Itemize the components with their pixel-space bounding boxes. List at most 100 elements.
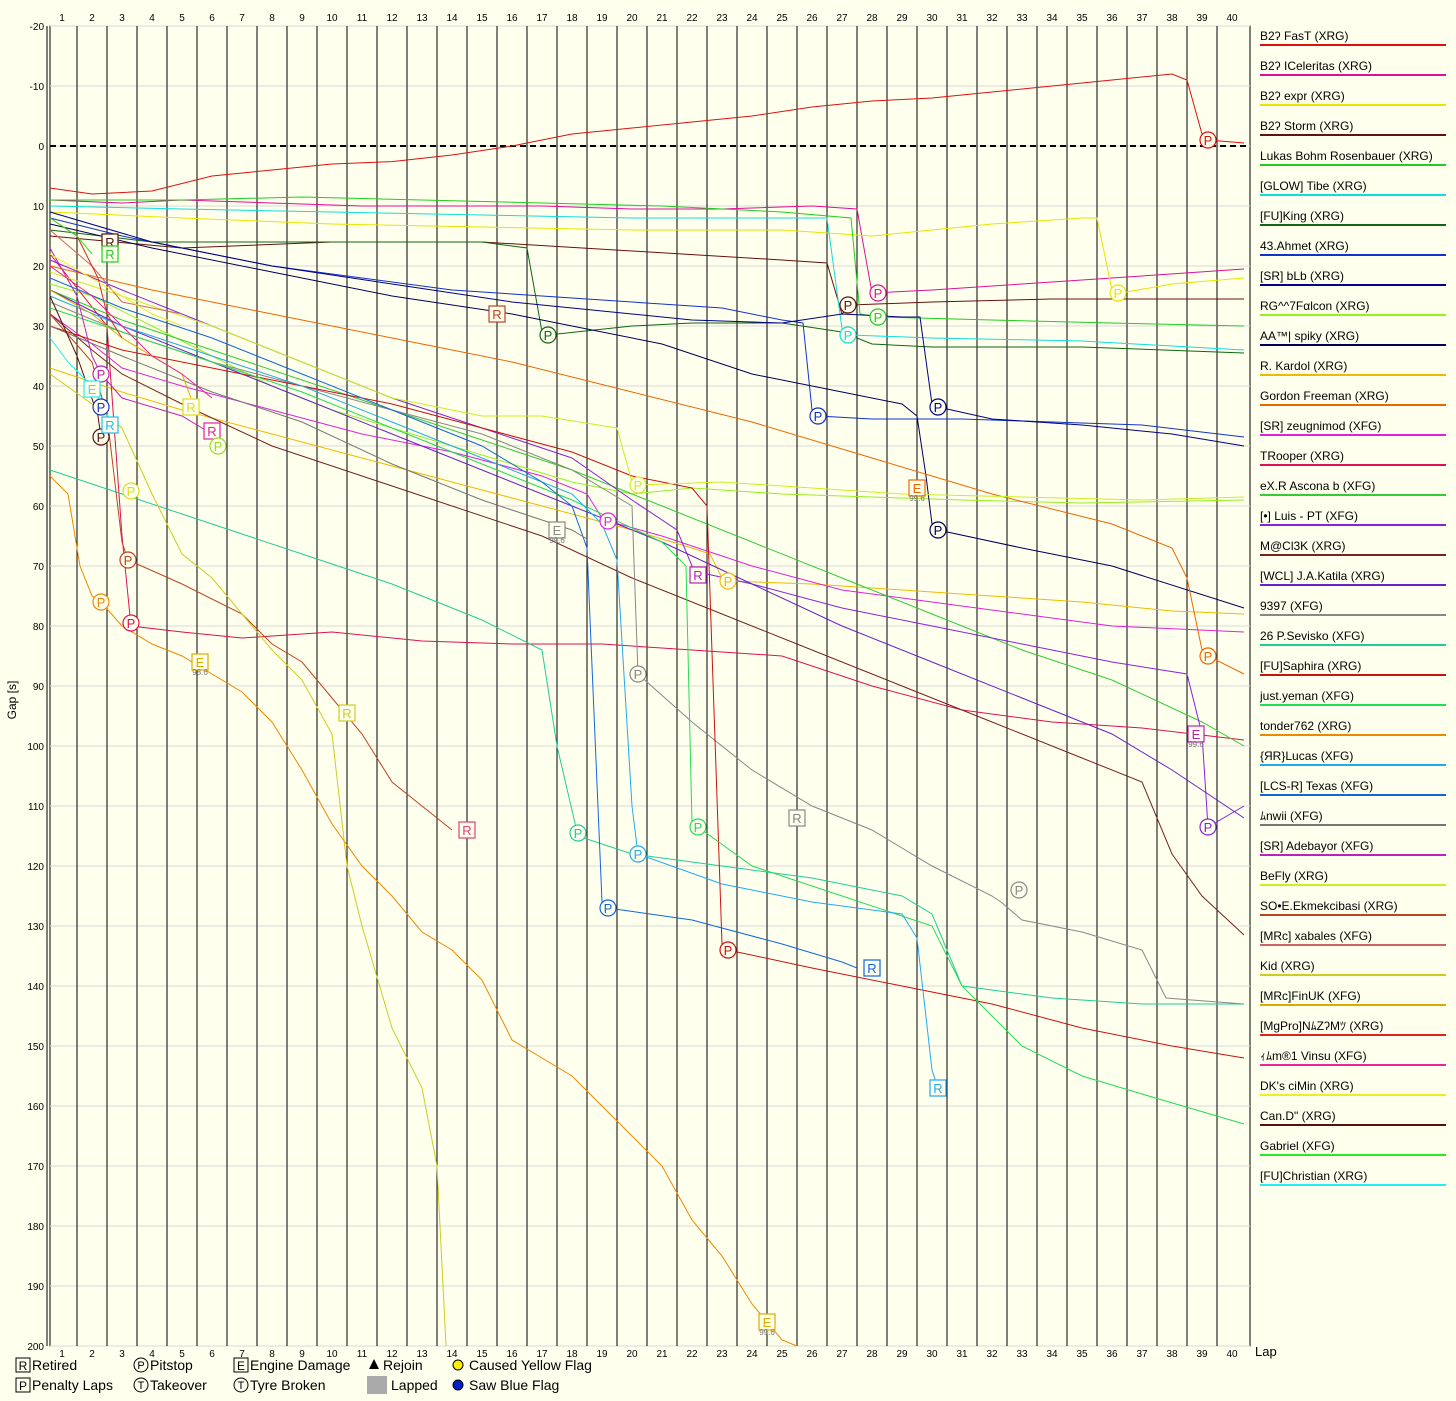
x-tick-label-top: 10 bbox=[326, 13, 338, 24]
pitstop-marker bbox=[92, 593, 110, 611]
legend-entry-label: [FU]Christian (XRG) bbox=[1260, 1169, 1367, 1183]
marker-glyph: P bbox=[874, 310, 883, 325]
x-tick-label-bottom: 10 bbox=[326, 1349, 338, 1360]
marker-glyph: R bbox=[462, 823, 471, 838]
series-line bbox=[49, 313, 1245, 936]
marker-glyph: R bbox=[792, 811, 801, 826]
engine-damage-value: 98.6 bbox=[192, 668, 208, 677]
legend-entry-label: B2ʔ FasT (XRG) bbox=[1260, 29, 1348, 43]
x-tick-label-bottom: 21 bbox=[656, 1349, 668, 1360]
legend-entry-label: TRooper (XRG) bbox=[1260, 449, 1344, 463]
x-tick-label-top: 8 bbox=[269, 13, 275, 24]
engine-damage-marker bbox=[908, 479, 926, 497]
marker-glyph: P bbox=[1204, 820, 1213, 835]
series-line bbox=[49, 289, 192, 399]
x-tick-label-top: 9 bbox=[299, 13, 305, 24]
y-tick-label: 60 bbox=[33, 502, 45, 513]
series-line bbox=[49, 211, 1245, 447]
pitstop-marker bbox=[1199, 647, 1217, 665]
marker-glyph: R bbox=[867, 961, 876, 976]
x-tick-label-top: 31 bbox=[956, 13, 968, 24]
legend-entry-label: [WCL] J.A.Katila (XRG) bbox=[1260, 569, 1385, 583]
x-tick-label-bottom: 5 bbox=[179, 1349, 185, 1360]
y-axis-label: Gap [s] bbox=[5, 681, 19, 720]
marker-glyph: P bbox=[97, 430, 106, 445]
legend-entry-label: [•] Luis - PT (XFG) bbox=[1260, 509, 1358, 523]
marker-glyph: P bbox=[1204, 133, 1213, 148]
rejoin-triangle-icon bbox=[369, 1359, 379, 1369]
symbol-legend: R Retired P Penalty Laps P Pitstop T Takeover E E… bbox=[15, 1357, 592, 1394]
pitstop-marker bbox=[719, 572, 737, 590]
x-tick-label-bottom: 18 bbox=[566, 1349, 578, 1360]
series-line bbox=[49, 229, 1245, 354]
x-tick-label-top: 26 bbox=[806, 13, 818, 24]
x-tick-label-top: 18 bbox=[566, 13, 578, 24]
x-tick-label-top: 21 bbox=[656, 13, 668, 24]
engine-damage-marker bbox=[1187, 725, 1205, 743]
marker-glyph: P bbox=[634, 478, 643, 493]
x-axis-label: Lap bbox=[1255, 1344, 1277, 1359]
marker-glyph: R bbox=[693, 568, 702, 583]
pitstop-marker bbox=[1199, 818, 1217, 836]
marker-glyph: P bbox=[1204, 649, 1213, 664]
series-line bbox=[49, 73, 1245, 195]
series-line bbox=[49, 295, 939, 1089]
series-line bbox=[49, 205, 1245, 351]
retired-marker bbox=[203, 422, 221, 440]
series-line bbox=[49, 235, 1244, 315]
series-line bbox=[49, 367, 1245, 615]
pitstop-marker bbox=[119, 551, 137, 569]
y-tick-label: 130 bbox=[27, 922, 44, 933]
legend-entry-label: [FU]King (XRG) bbox=[1260, 209, 1344, 223]
series-line bbox=[49, 277, 858, 969]
pitstop-marker bbox=[92, 398, 110, 416]
series-line bbox=[49, 271, 1245, 501]
legend-entry-label: B2ʔ Storm (XRG) bbox=[1260, 119, 1353, 133]
marker-glyph: P bbox=[634, 847, 643, 862]
marker-glyph: P bbox=[97, 595, 106, 610]
x-tick-label-bottom: 2 bbox=[89, 1349, 95, 1360]
x-tick-label-top: 16 bbox=[506, 13, 518, 24]
x-tick-label-bottom: 29 bbox=[896, 1349, 908, 1360]
pitstop-marker bbox=[1199, 131, 1217, 149]
marker-glyph: R bbox=[105, 418, 114, 433]
x-tick-label-bottom: 37 bbox=[1136, 1349, 1148, 1360]
pitstop-marker bbox=[689, 818, 707, 836]
y-tick-label: 150 bbox=[27, 1042, 44, 1053]
marker-glyph: P bbox=[814, 409, 823, 424]
legend-symbol-glyph: T bbox=[138, 1380, 145, 1392]
x-tick-label-top: 39 bbox=[1196, 13, 1208, 24]
legend-entry-label: R. Kardol (XRG) bbox=[1260, 359, 1347, 373]
marker-glyph: E bbox=[196, 655, 205, 670]
series-line bbox=[49, 469, 1244, 1005]
series-line bbox=[50, 196, 1245, 327]
y-tick-label: 0 bbox=[38, 142, 44, 153]
marker-glyph: P bbox=[844, 328, 853, 343]
marker-glyph: P bbox=[124, 553, 133, 568]
x-tick-label-bottom: 17 bbox=[536, 1349, 548, 1360]
pitstop-marker bbox=[209, 437, 227, 455]
engine-damage-value: 99.6 bbox=[759, 1328, 775, 1337]
retired-marker bbox=[101, 416, 119, 434]
x-tick-label-top: 14 bbox=[446, 13, 458, 24]
engine-damage-value: 99.6 bbox=[909, 494, 925, 503]
marker-glyph: R bbox=[492, 307, 501, 322]
retired-marker bbox=[101, 245, 119, 263]
pitstop-marker bbox=[719, 941, 737, 959]
legend-symbol-label: Saw Blue Flag bbox=[469, 1377, 559, 1393]
y-tick-label: -10 bbox=[30, 82, 45, 93]
blue-flag-dot-icon bbox=[452, 1379, 464, 1391]
x-tick-label-top: 30 bbox=[926, 13, 938, 24]
axes: -20-100102030405060708090100110120130140… bbox=[27, 13, 1238, 1360]
x-tick-label-bottom: 26 bbox=[806, 1349, 818, 1360]
pitstop-marker bbox=[599, 899, 617, 917]
marker-glyph: P bbox=[574, 826, 583, 841]
legend-symbol-box bbox=[233, 1357, 249, 1373]
x-tick-label-top: 34 bbox=[1046, 13, 1058, 24]
legend-entry-label: [MgPro]NﾑZʔMﾂ (XRG) bbox=[1260, 1019, 1383, 1033]
engine-damage-marker bbox=[83, 380, 101, 398]
marker-glyph: E bbox=[763, 1315, 772, 1330]
y-tick-label: 140 bbox=[27, 982, 44, 993]
engine-damage-marker bbox=[191, 653, 209, 671]
x-tick-label-top: 2 bbox=[89, 13, 95, 24]
